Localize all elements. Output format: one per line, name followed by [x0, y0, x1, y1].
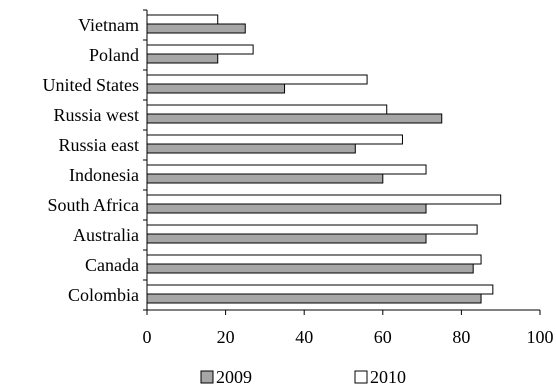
bar-2010-australia: [146, 224, 478, 235]
labels-group: Vietnam Poland United States Russia west Rus…: [43, 15, 554, 347]
category-label: Colombia: [68, 285, 139, 305]
bar-2009-russia-west: [146, 113, 443, 124]
x-tick-label: 60: [374, 327, 392, 347]
bar-2010-poland: [146, 44, 254, 55]
bar-2009-canada: [146, 263, 474, 274]
category-label: United States: [43, 75, 140, 95]
category-label: Indonesia: [69, 165, 139, 185]
bar-2010-russia-west: [146, 104, 388, 115]
category-label: Canada: [85, 255, 139, 275]
category-label: South Africa: [48, 195, 140, 215]
x-tick-label: 100: [527, 327, 554, 347]
bar-2010-indonesia: [146, 164, 427, 175]
category-label: Australia: [73, 225, 139, 245]
legend-swatch-2009: [200, 370, 214, 384]
bar-2009-indonesia: [146, 173, 384, 184]
bar-2009-poland: [146, 53, 219, 64]
category-label: Poland: [89, 45, 139, 65]
bar-2009-colombia: [146, 293, 482, 304]
x-tick-label: 40: [295, 327, 313, 347]
legend: 2009 2010: [200, 367, 406, 386]
legend-swatch-2010: [354, 370, 368, 384]
bar-2010-south-africa: [146, 194, 502, 205]
bar-2009-south-africa: [146, 203, 427, 214]
bar-2009-australia: [146, 233, 427, 244]
category-label: Russia east: [59, 135, 140, 155]
bar-2009-vietnam: [146, 23, 246, 34]
bars-group: [146, 14, 502, 304]
bar-2010-russia-east: [146, 134, 403, 145]
legend-label-2009: 2009: [216, 367, 252, 386]
x-tick-label: 20: [217, 327, 235, 347]
x-tick-label: 0: [143, 327, 152, 347]
bar-2009-united-states: [146, 83, 286, 94]
bar-2010-colombia: [146, 284, 494, 295]
bar-2010-canada: [146, 254, 482, 265]
x-tick-label: 80: [452, 327, 470, 347]
axes-group: [143, 9, 541, 315]
category-label: Russia west: [54, 105, 140, 125]
bar-2010-united-states: [146, 74, 368, 85]
legend-label-2010: 2010: [370, 367, 406, 386]
bar-2009-russia-east: [146, 143, 356, 154]
category-label: Vietnam: [78, 15, 139, 35]
bar-2010-vietnam: [146, 14, 219, 25]
